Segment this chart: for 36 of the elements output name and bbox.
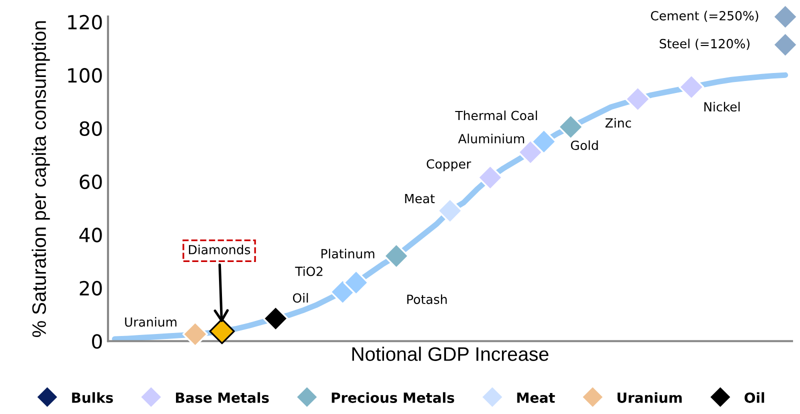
- data-label: Aluminium: [458, 134, 524, 144]
- data-label: Copper: [426, 159, 472, 172]
- legend-label: Uranium: [618, 392, 682, 403]
- y-tick-label: 60: [80, 174, 102, 190]
- data-label: Meat: [405, 194, 435, 204]
- point: [262, 306, 289, 332]
- legend-label: Precious Metals: [332, 392, 454, 403]
- data-label: Platinum: [321, 248, 374, 258]
- y-tick-label: 20: [80, 280, 102, 296]
- data-label: Oil: [292, 293, 308, 303]
- point: [209, 318, 235, 344]
- data-label: Potash: [407, 294, 447, 304]
- data-label: Gold: [570, 140, 598, 150]
- data-label: Zinc: [605, 118, 631, 128]
- x-axis-title: Notional GDP Increase: [352, 346, 548, 361]
- point: [531, 128, 557, 154]
- data-label: TiO2: [295, 266, 322, 276]
- data-label: Diamonds: [188, 244, 250, 254]
- y-tick-label: 80: [80, 121, 102, 136]
- legend-label: Bulks: [72, 392, 113, 403]
- data-label: Thermal Coal: [455, 110, 537, 120]
- legend-label: Meat: [517, 392, 555, 403]
- y-tick-label: 0: [92, 334, 102, 349]
- data-label: Uranium: [125, 317, 176, 327]
- y-axis-title: % Saturation per capita consumption: [32, 21, 50, 338]
- legend-label: Base Metals: [176, 392, 269, 403]
- data-label: Nickel: [704, 102, 740, 112]
- series-label: Cement (=250%): [650, 10, 758, 22]
- legend-label: Oil: [744, 392, 764, 403]
- y-tick-label: 120: [68, 14, 102, 30]
- point: [678, 74, 704, 100]
- series-label: Steel (=120%): [660, 38, 750, 50]
- point: [343, 270, 369, 296]
- y-tick-label: 40: [79, 228, 102, 242]
- point: [624, 86, 651, 112]
- y-tick-label: 100: [68, 68, 102, 83]
